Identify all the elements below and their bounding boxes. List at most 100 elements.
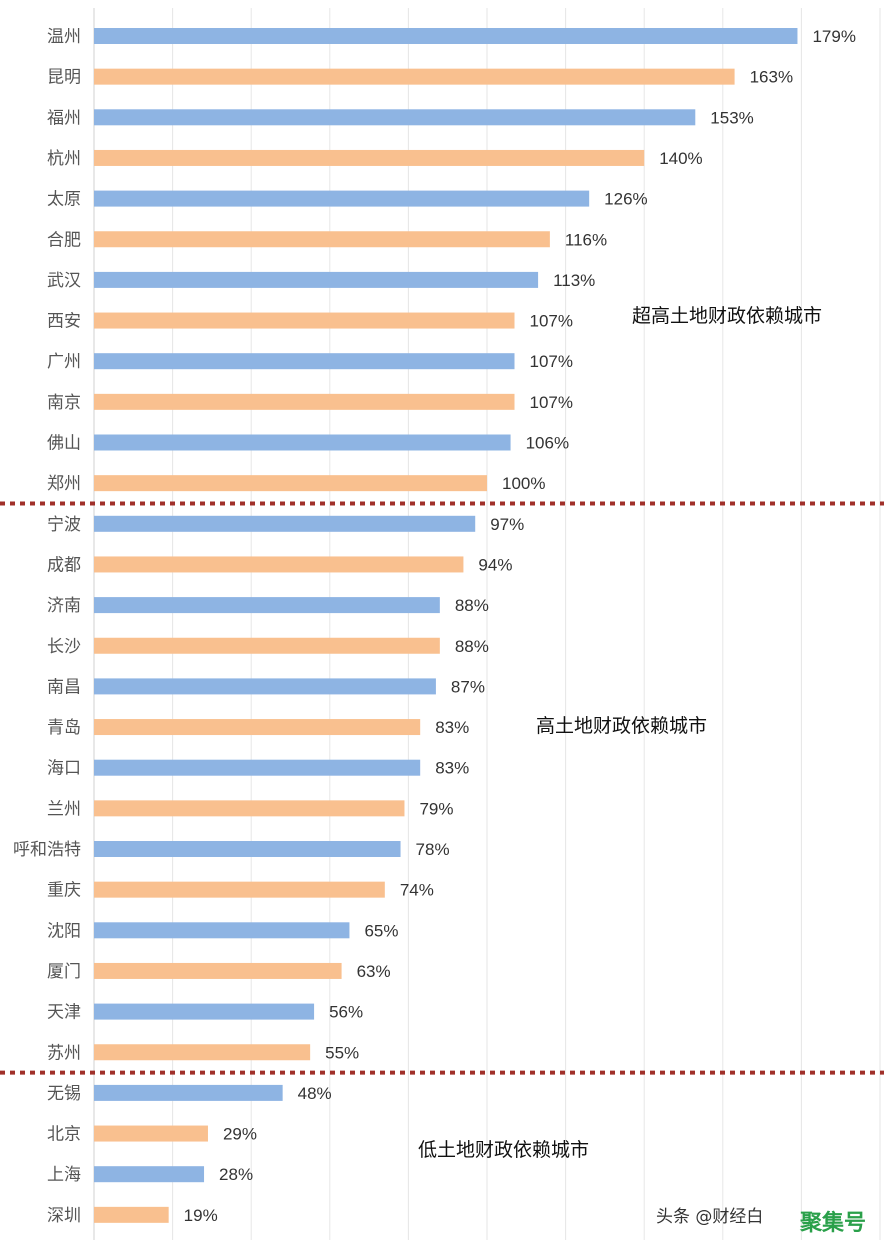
category-label: 苏州	[47, 1043, 81, 1063]
value-label: 78%	[416, 840, 450, 859]
value-label: 87%	[451, 677, 485, 696]
value-label: 19%	[184, 1206, 218, 1225]
bar	[94, 881, 385, 898]
value-label: 28%	[219, 1165, 253, 1184]
value-label: 65%	[364, 921, 398, 940]
category-label: 西安	[47, 312, 81, 332]
category-label: 无锡	[47, 1084, 81, 1104]
value-label: 107%	[530, 312, 573, 331]
bar	[94, 353, 515, 370]
category-label: 深圳	[47, 1206, 81, 1226]
value-label: 79%	[419, 799, 453, 818]
zone-label: 高土地财政依赖城市	[536, 715, 707, 737]
bar	[94, 1044, 311, 1061]
value-label: 48%	[298, 1084, 332, 1103]
value-label: 107%	[530, 393, 573, 412]
bar	[94, 962, 342, 979]
bar	[94, 1206, 169, 1223]
category-label: 海口	[47, 759, 81, 779]
value-label: 113%	[553, 271, 595, 290]
zone-dividers	[0, 501, 884, 1075]
category-label: 郑州	[47, 474, 81, 494]
zone-label: 超高土地财政依赖城市	[632, 305, 822, 327]
gridlines	[93, 8, 881, 1240]
category-label: 长沙	[47, 637, 81, 657]
category-label: 杭州	[47, 149, 81, 169]
value-label: 88%	[455, 596, 489, 615]
category-label: 天津	[47, 1003, 81, 1023]
bar	[94, 556, 464, 573]
value-label: 83%	[435, 759, 469, 778]
bar	[94, 800, 405, 817]
category-label: 南昌	[47, 677, 81, 697]
bar	[94, 312, 515, 329]
category-label: 合肥	[47, 230, 81, 250]
watermark-logo: 聚集号	[799, 1210, 866, 1236]
category-label: 福州	[47, 108, 81, 128]
value-label: 74%	[400, 881, 434, 900]
value-label: 29%	[223, 1125, 257, 1144]
bar	[94, 1084, 283, 1101]
category-label: 兰州	[47, 799, 81, 819]
bar	[94, 759, 421, 776]
bar	[94, 1125, 208, 1142]
bar	[94, 597, 440, 614]
category-label: 宁波	[47, 515, 81, 535]
bar	[94, 719, 421, 736]
zone-label: 低土地财政依赖城市	[418, 1139, 589, 1161]
category-label: 广州	[47, 352, 81, 372]
value-label: 94%	[478, 555, 512, 574]
category-label: 呼和浩特	[13, 840, 81, 860]
category-label: 武汉	[47, 271, 81, 291]
value-label: 56%	[329, 1003, 363, 1022]
category-label: 太原	[47, 190, 81, 210]
value-label: 116%	[565, 230, 607, 249]
labels: 温州 179% 昆明 163% 福州 153% 杭州 140% 太原 126% 合肥 116% 武汉 11…	[13, 27, 856, 1226]
category-label: 昆明	[47, 68, 81, 88]
category-label: 厦门	[47, 962, 81, 982]
category-label: 成都	[47, 555, 81, 575]
value-label: 83%	[435, 718, 469, 737]
bar	[94, 515, 476, 532]
bar	[94, 393, 515, 410]
bar	[94, 28, 798, 44]
value-label: 140%	[659, 149, 702, 168]
bar	[94, 190, 590, 207]
bars	[94, 28, 798, 1223]
category-label: 济南	[47, 596, 81, 616]
category-label: 南京	[47, 393, 81, 413]
category-label: 佛山	[47, 434, 81, 454]
watermark-text: 头条 @财经白	[656, 1207, 763, 1227]
bar	[94, 678, 436, 695]
category-label: 沈阳	[47, 921, 81, 941]
watermark: 头条 @财经白 聚集号	[656, 1207, 866, 1236]
bar	[94, 271, 539, 288]
bar	[94, 475, 487, 492]
category-label: 重庆	[47, 881, 81, 901]
value-label: 63%	[357, 962, 391, 981]
value-label: 97%	[490, 515, 524, 534]
category-label: 青岛	[47, 718, 81, 738]
value-label: 163%	[750, 68, 793, 87]
category-label: 温州	[47, 27, 81, 47]
value-label: 179%	[812, 27, 855, 46]
category-label: 北京	[47, 1125, 81, 1145]
bar	[94, 109, 696, 126]
bar	[94, 1003, 315, 1020]
bar	[94, 637, 440, 654]
value-label: 126%	[604, 190, 647, 209]
category-label: 上海	[47, 1165, 81, 1185]
bar	[94, 231, 550, 248]
value-label: 100%	[502, 474, 545, 493]
bar	[94, 434, 511, 451]
bar	[94, 68, 735, 85]
value-label: 106%	[526, 434, 569, 453]
value-label: 107%	[530, 352, 573, 371]
bar	[94, 149, 645, 166]
bar	[94, 1166, 205, 1183]
value-label: 55%	[325, 1043, 359, 1062]
bar	[94, 922, 350, 939]
value-label: 88%	[455, 637, 489, 656]
